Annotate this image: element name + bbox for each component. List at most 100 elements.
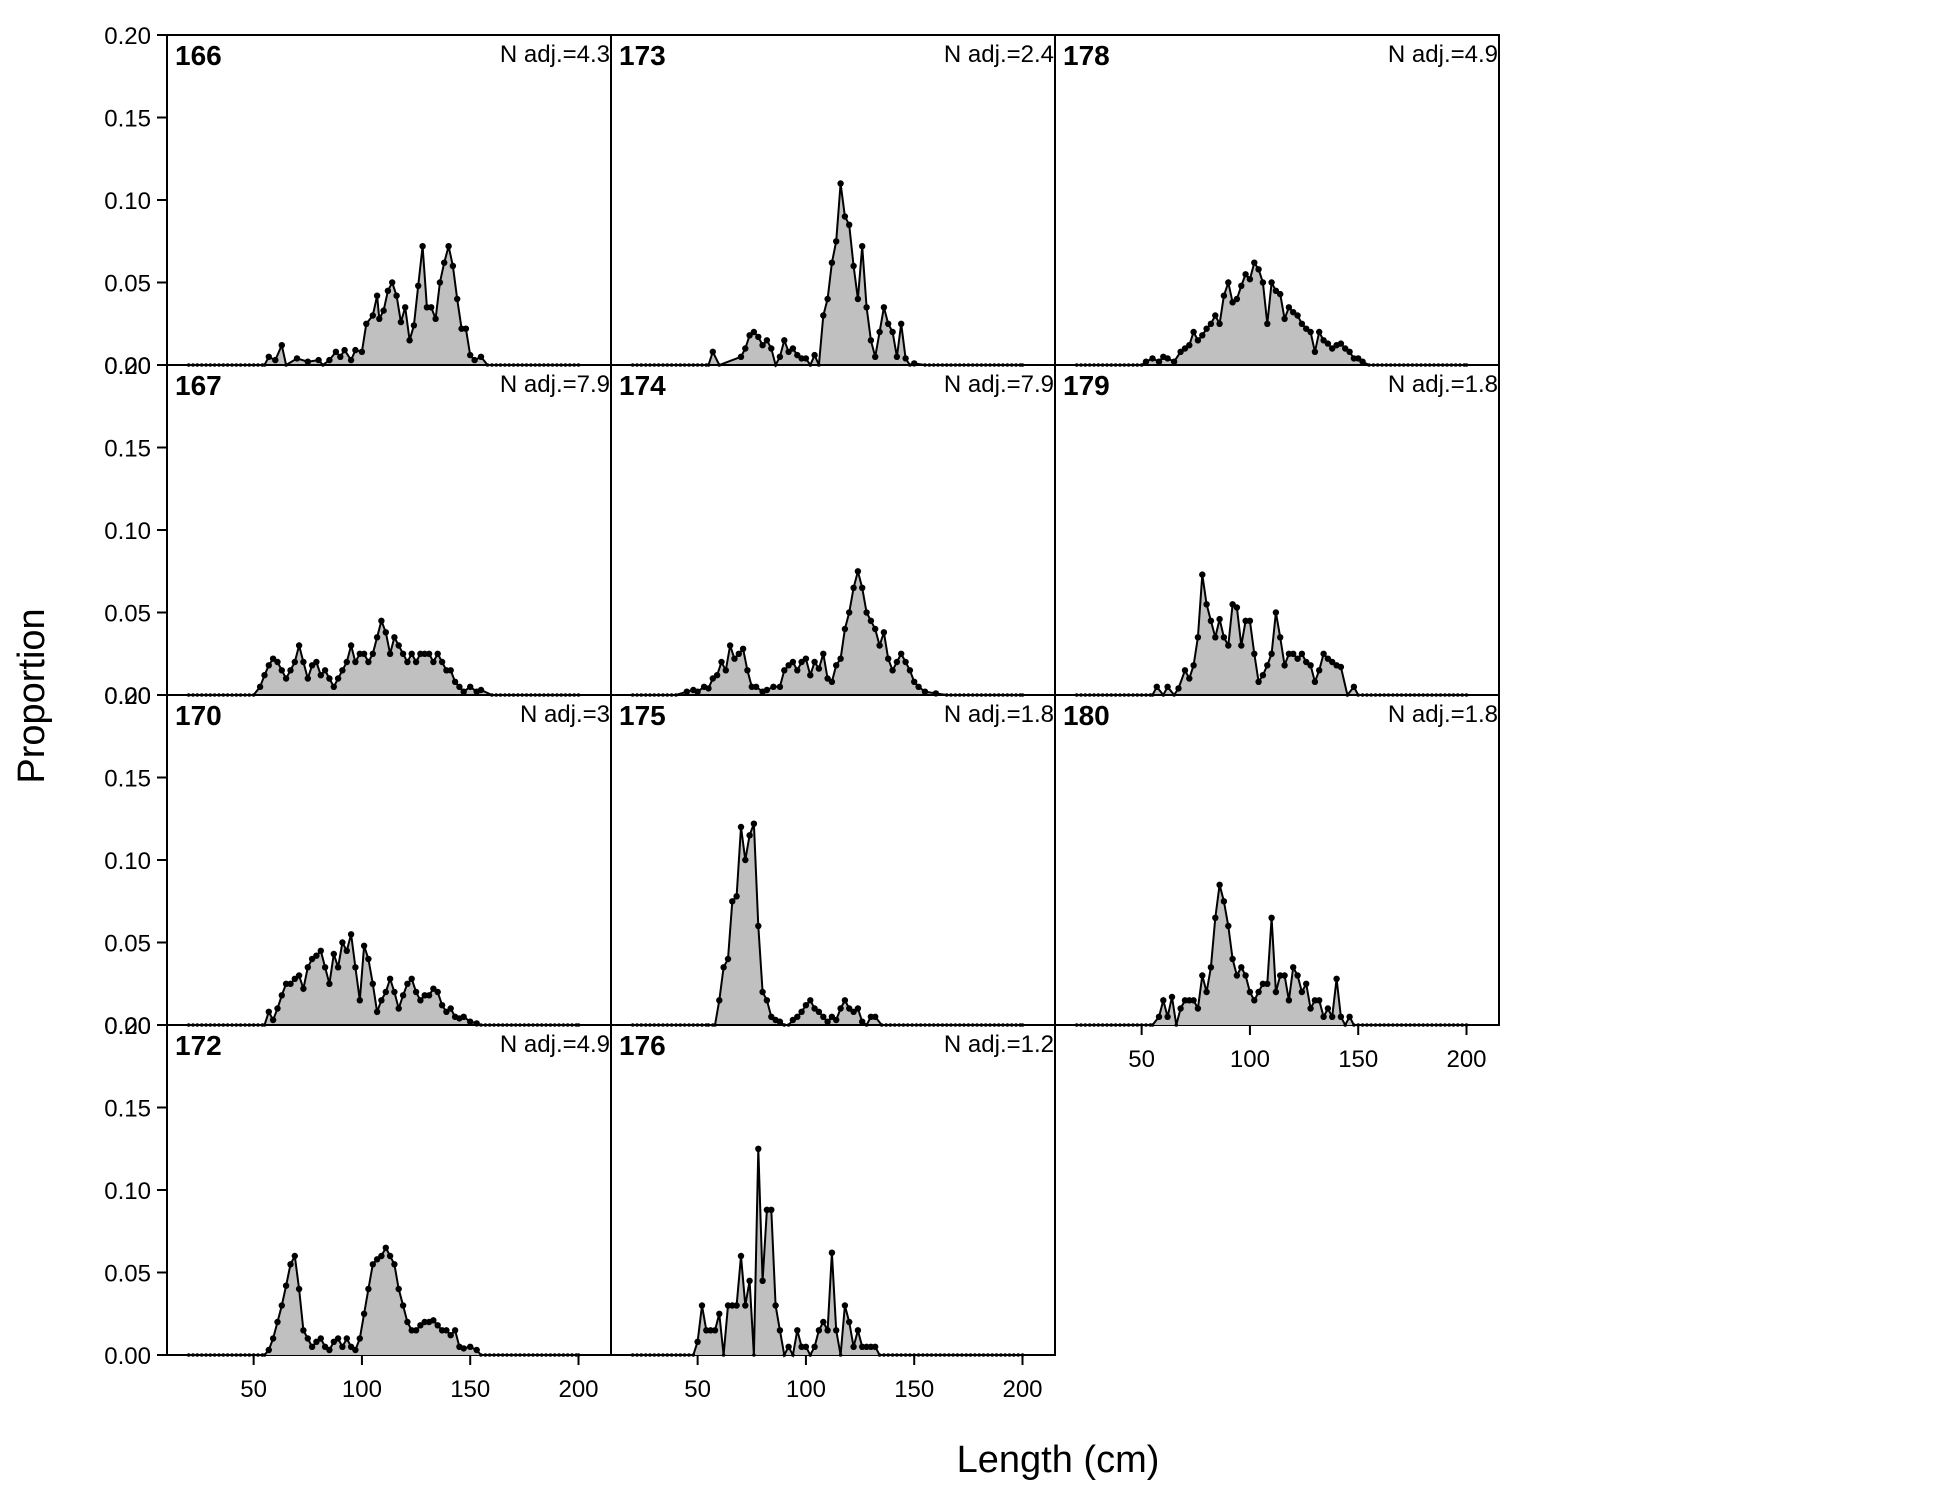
data-point <box>1399 1023 1404 1027</box>
data-point <box>412 658 420 666</box>
data-point <box>356 1335 363 1342</box>
data-point <box>1096 1023 1101 1027</box>
panel-id-label: 173 <box>619 40 666 71</box>
data-point <box>876 328 883 336</box>
data-point <box>820 1013 827 1020</box>
data-point <box>841 997 849 1004</box>
data-point <box>272 356 279 364</box>
data-point <box>1100 1023 1105 1027</box>
data-point <box>386 975 394 982</box>
data-point <box>191 1353 195 1357</box>
data-point <box>339 667 346 674</box>
data-point <box>722 667 729 674</box>
data-point <box>300 1327 307 1334</box>
data-point <box>885 655 892 662</box>
data-point <box>1126 1023 1131 1027</box>
data-point <box>1382 1023 1386 1027</box>
panel-167: 167 N adj.=7.9 0.00 0.05 0.10 0.15 0.20 <box>104 353 612 710</box>
data-point <box>382 1244 389 1252</box>
data-point <box>500 1353 505 1357</box>
data-point <box>1225 922 1232 930</box>
data-point <box>477 686 485 694</box>
data-point <box>1360 1023 1365 1027</box>
data-point <box>854 568 862 575</box>
data-point <box>1153 683 1161 690</box>
data-point <box>1404 1023 1408 1027</box>
distribution-area <box>188 246 579 365</box>
data-point <box>1337 663 1345 671</box>
data-point <box>846 221 853 228</box>
data-point <box>1255 266 1262 273</box>
data-point <box>419 243 426 250</box>
data-point <box>337 353 344 360</box>
data-point <box>539 1353 544 1357</box>
data-point <box>365 1285 372 1293</box>
x-tick-label: 150 <box>1338 1046 1378 1073</box>
x-tick-label: 50 <box>240 1376 267 1403</box>
data-point <box>395 1005 402 1012</box>
data-point <box>833 1016 840 1024</box>
y-tick-label: 0.00 <box>104 1013 151 1040</box>
data-point <box>295 642 303 649</box>
data-point <box>691 1353 696 1357</box>
data-point <box>1285 304 1293 311</box>
data-point <box>1272 988 1280 996</box>
data-point <box>742 856 749 864</box>
data-point <box>942 1353 947 1357</box>
data-point <box>929 1353 934 1357</box>
data-point <box>378 617 385 624</box>
data-point <box>1212 914 1219 921</box>
data-point <box>807 672 814 679</box>
data-point <box>343 1335 350 1342</box>
data-point <box>1164 1013 1171 1020</box>
data-point <box>225 1353 230 1357</box>
data-point <box>1155 358 1163 365</box>
y-tick-label: 0.20 <box>104 1013 151 1040</box>
data-point <box>408 1327 415 1334</box>
data-point <box>1395 1023 1399 1027</box>
data-point <box>759 1277 766 1285</box>
data-point <box>369 312 376 319</box>
data-point <box>1199 571 1206 578</box>
n-adj-label: N adj.=3 <box>520 701 610 728</box>
data-point <box>1238 964 1245 971</box>
data-point <box>893 658 901 666</box>
data-point <box>850 1343 857 1351</box>
data-point <box>1346 1013 1353 1020</box>
data-point <box>454 295 461 303</box>
data-point <box>1307 328 1314 336</box>
data-point <box>1255 988 1262 996</box>
data-point <box>1194 634 1202 641</box>
data-point <box>986 1353 990 1357</box>
data-point <box>808 1353 813 1357</box>
data-point <box>1451 1023 1456 1027</box>
data-point <box>425 650 433 657</box>
data-point <box>313 952 320 959</box>
data-point <box>238 1353 243 1357</box>
data-point <box>802 655 810 662</box>
data-point <box>1343 1023 1347 1027</box>
distribution-area <box>632 183 1023 365</box>
data-point <box>1298 988 1306 996</box>
data-point <box>802 355 810 362</box>
data-point <box>635 1353 639 1357</box>
data-point <box>877 1353 882 1357</box>
data-point <box>828 678 836 685</box>
data-point <box>951 1353 955 1357</box>
data-point <box>665 1353 670 1357</box>
data-point <box>687 1353 691 1357</box>
data-point <box>789 1016 797 1024</box>
data-point <box>1303 980 1310 987</box>
data-point <box>1333 975 1340 982</box>
panel-175: 175 N adj.=1.8 <box>610 694 1056 1027</box>
panel-frame <box>610 694 1056 1026</box>
data-point <box>404 658 411 666</box>
data-point <box>518 1353 522 1357</box>
data-point <box>347 931 355 938</box>
data-point <box>265 1008 272 1015</box>
data-point <box>1350 683 1358 690</box>
data-point <box>1229 955 1236 963</box>
data-point <box>1320 650 1327 657</box>
data-point <box>274 1318 281 1326</box>
data-point <box>397 318 405 326</box>
